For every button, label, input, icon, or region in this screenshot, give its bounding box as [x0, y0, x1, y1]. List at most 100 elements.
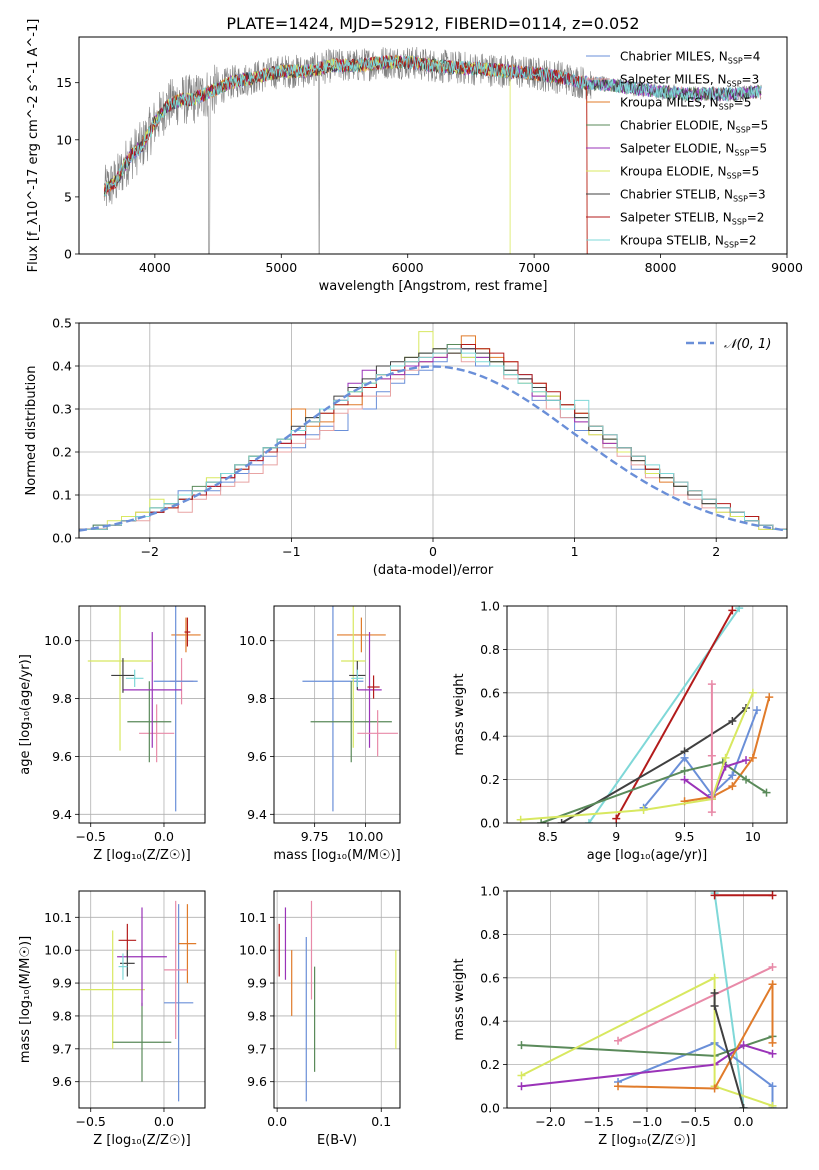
weight-series — [710, 891, 777, 900]
plot-area — [103, 46, 762, 254]
plus-marker — [612, 814, 621, 823]
plus-marker — [748, 753, 757, 762]
legend: Chabrier MILES, NSSP=4 Salpeter MILES, NS… — [586, 50, 768, 250]
y-tick-label: 0.6 — [480, 970, 500, 985]
plot-area — [278, 900, 397, 1102]
y-tick-label: 9.8 — [247, 1008, 267, 1023]
error-bar-point — [357, 710, 398, 757]
x-tick-label: 10.00 — [348, 829, 384, 844]
y-tick-label: 9.6 — [247, 1074, 267, 1089]
x-axis-label: Z [log₁₀(Z/Z☉)] — [93, 1133, 190, 1148]
panel-weight_vs_Z: −2.0 −1.5 −1.0 −0.5 0.0 0.0 0.2 0.4 0.6 0.8 1.0 Z [… — [452, 884, 788, 1148]
plus-marker — [742, 775, 751, 784]
y-tick-label: 5 — [64, 189, 72, 204]
plus-marker — [584, 819, 593, 823]
x-tick-label: 8.5 — [538, 829, 558, 844]
plus-marker — [742, 756, 751, 765]
plus-marker — [748, 688, 757, 697]
y-axis-label: mass weight — [452, 958, 467, 1040]
figure-title: PLATE=1424, MJD=52912, FIBERID=0114, z=0… — [226, 14, 639, 33]
error-bar-point — [118, 953, 128, 980]
model-fit-line — [103, 54, 511, 254]
weight-line — [684, 759, 747, 801]
legend-entry: Salpeter ELODIE, NSSP=5 — [620, 142, 767, 158]
x-tick-label: 0.1 — [371, 1114, 391, 1129]
y-tick-label: 10 — [56, 132, 72, 147]
x-tick-label: −0.5 — [76, 1114, 106, 1129]
y-tick-label: 15 — [56, 75, 72, 90]
weight-line — [615, 609, 734, 820]
y-tick-label: 9.7 — [52, 1041, 72, 1056]
error-bar-point — [111, 658, 135, 693]
plus-marker — [707, 808, 716, 817]
plus-marker — [710, 973, 719, 982]
x-tick-label: −1.0 — [632, 1114, 662, 1129]
plus-marker — [728, 606, 737, 615]
error-bar-point — [127, 681, 172, 763]
y-tick-label: 0.4 — [480, 729, 500, 744]
x-tick-label: −0.5 — [76, 829, 106, 844]
x-tick-label: 2 — [712, 544, 720, 559]
plus-marker — [728, 782, 737, 791]
error-bar-point — [117, 907, 167, 1007]
panel-spectrum: 4000 5000 6000 7000 8000 9000 0 5 10 15 wavelength… — [26, 19, 803, 294]
y-tick-label: 9.6 — [52, 749, 72, 764]
legend-entry: Kroupa STELIB, NSSP=2 — [620, 234, 757, 250]
plus-marker — [768, 1082, 777, 1091]
panel-residuals: −2 −1 0 1 2 0.0 0.1 0.2 0.3 0.4 0.5 (data-model)/er… — [24, 316, 788, 578]
x-tick-label: 6000 — [392, 260, 424, 275]
legend-entry: Kroupa ELODIE, NSSP=5 — [620, 165, 759, 181]
plus-marker — [735, 606, 744, 613]
panel-mass_vs_Z: −0.5 0.0 9.6 9.7 9.8 9.9 10.0 10.1 Z [log₁₀(Z/Z☉… — [18, 890, 206, 1148]
error-bar-point — [337, 617, 386, 653]
y-tick-label: 0.6 — [480, 685, 500, 700]
error-bar-point — [153, 606, 198, 812]
x-tick-label: −0.5 — [680, 1114, 710, 1129]
x-tick-label: 0.0 — [154, 829, 174, 844]
y-tick-label: 9.4 — [52, 807, 72, 822]
model-fit-line — [103, 54, 588, 254]
x-tick-label: 0.0 — [154, 1114, 174, 1129]
y-tick-label: 0.2 — [480, 1057, 500, 1072]
panel-weight_vs_age: 8.5 9 9.5 10 0.0 0.2 0.4 0.6 0.8 1.0 age [log₁₀(ag… — [452, 599, 788, 863]
x-tick-label: 9 — [612, 829, 620, 844]
y-tick-label: 0.2 — [480, 772, 500, 787]
plus-marker — [710, 1002, 719, 1011]
y-tick-label: 9.8 — [52, 1008, 72, 1023]
axes-frame — [78, 605, 206, 824]
y-tick-label: 9.8 — [52, 691, 72, 706]
y-tick-label: 0.5 — [52, 316, 72, 331]
legend: 𝒩(0, 1) — [686, 337, 771, 352]
plus-marker — [516, 815, 525, 823]
plus-marker — [614, 1036, 623, 1045]
y-tick-label: 0.0 — [52, 531, 72, 546]
plus-marker — [768, 891, 777, 900]
error-bar-point — [163, 904, 194, 1102]
legend-entry: Salpeter STELIB, NSSP=2 — [620, 211, 764, 227]
x-tick-label: −1.5 — [584, 1114, 614, 1129]
plot-area — [516, 606, 774, 823]
plus-marker — [680, 775, 689, 784]
plus-marker — [710, 1084, 719, 1093]
error-bar-point — [302, 606, 364, 812]
x-tick-label: 8000 — [645, 260, 677, 275]
y-tick-label: 10.1 — [44, 910, 72, 925]
axes-frame — [273, 890, 401, 1109]
plus-marker — [752, 706, 761, 715]
weight-series — [614, 980, 777, 1093]
plot-area — [80, 900, 197, 1102]
y-tick-label: 10.0 — [239, 633, 267, 648]
plus-marker — [639, 805, 648, 814]
error-bar-point — [351, 669, 364, 688]
y-tick-label: 9.6 — [247, 749, 267, 764]
plot-area — [79, 331, 787, 538]
plus-marker — [680, 766, 689, 775]
weight-line — [617, 966, 773, 1042]
plus-marker — [768, 1101, 777, 1108]
plus-marker — [768, 980, 777, 989]
plus-marker — [768, 1049, 777, 1058]
x-tick-label: 1 — [571, 544, 579, 559]
plus-marker — [710, 988, 719, 997]
error-bar-point — [163, 900, 188, 1039]
